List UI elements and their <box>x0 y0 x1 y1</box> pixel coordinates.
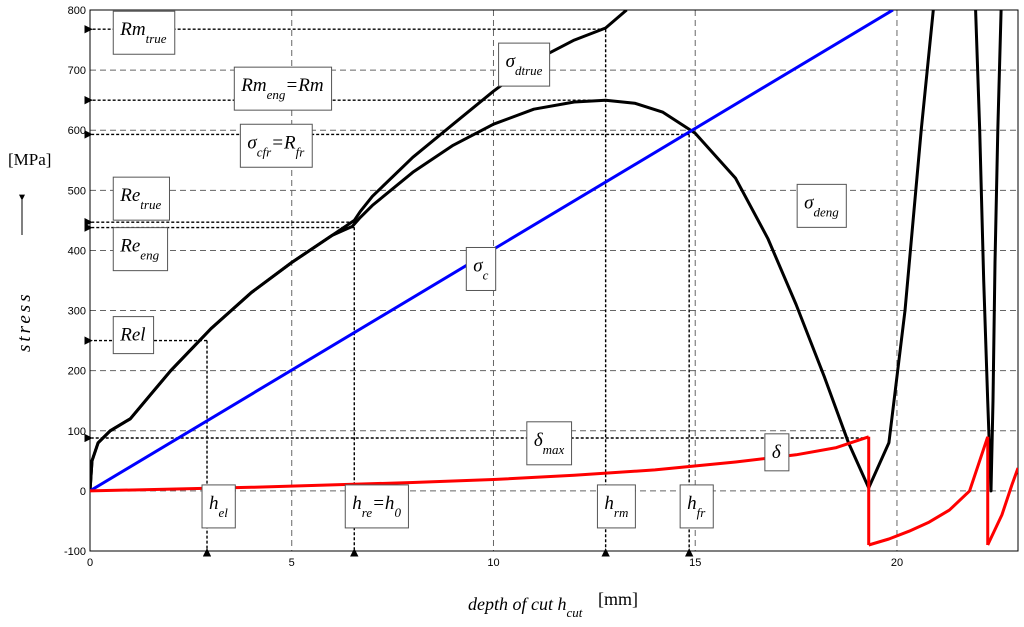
x-axis-title-sub: cut <box>566 605 582 620</box>
label-subscript: true <box>140 197 161 212</box>
label-sigma-c: σc <box>465 246 497 291</box>
label-subscript: deng <box>814 204 840 219</box>
label-base: Re <box>119 185 140 206</box>
label-sigma-deng: σdeng <box>796 183 847 228</box>
y-tick-label: 100 <box>68 426 86 438</box>
y-tick-label: -100 <box>64 546 86 558</box>
label-subscript: cfr <box>257 144 272 159</box>
label-subscript: true <box>146 31 167 46</box>
plot-frame <box>89 9 1019 552</box>
y-tick-label: 0 <box>80 486 86 498</box>
x-tick-label: 10 <box>487 557 499 569</box>
series-sigma-deng-2 <box>974 10 1003 493</box>
label-text: hel <box>209 493 228 520</box>
label-text: Rel <box>119 325 145 346</box>
x-tick-label: 0 <box>87 557 93 569</box>
label-base: Rm <box>240 75 266 96</box>
label-subscript-2: 0 <box>394 505 401 520</box>
label-text: hfr <box>687 493 706 520</box>
label-h-fr: hfr <box>679 484 714 529</box>
grid <box>90 10 1018 551</box>
label-text: δmax <box>534 430 565 457</box>
label-rm-true: Rmtrue <box>112 10 176 55</box>
label-subscript: fr <box>697 505 707 520</box>
label-subscript: dtrue <box>515 63 543 78</box>
label-base: δ <box>534 430 544 451</box>
label-base: σ <box>506 51 516 72</box>
y-tick-label: 700 <box>68 65 86 77</box>
y-axis-title: stress <box>14 291 35 352</box>
label-base: Rel <box>119 325 145 346</box>
y-tick-label: 200 <box>68 366 86 378</box>
label-base: h <box>209 493 219 514</box>
label-base: h <box>352 493 362 514</box>
x-tick-label: 5 <box>289 557 295 569</box>
series-delta <box>90 435 870 493</box>
x-unit-label: [mm] <box>598 589 638 609</box>
label-base: σ <box>247 132 257 153</box>
label-subscript: rm <box>614 505 628 520</box>
label-subscript: eng <box>140 248 159 263</box>
label-base: σ <box>473 255 483 276</box>
x-axis-title-main: depth of cut h <box>468 594 566 614</box>
label-base: δ <box>772 442 782 463</box>
label-subscript: re <box>362 505 373 520</box>
label-text: Rmtrue <box>119 19 166 46</box>
label-text: σc <box>473 255 488 282</box>
label-subscript: eng <box>267 87 286 102</box>
y-tick-label: 800 <box>68 5 86 17</box>
label-subscript: c <box>483 267 489 282</box>
label-base: σ <box>804 192 814 213</box>
label-tail: =R <box>271 132 296 153</box>
label-re-eng: Reeng <box>112 227 169 272</box>
label-text: hre=h0 <box>352 493 401 520</box>
y-unit-label: [MPa] <box>8 150 51 169</box>
label-text: δ <box>772 442 782 463</box>
x-axis-title: depth of cut hcut <box>468 594 583 620</box>
label-subscript: max <box>543 442 565 457</box>
label-tail: =Rm <box>285 75 323 96</box>
label-h-el: hel <box>201 484 236 529</box>
y-tick-label: 500 <box>68 185 86 197</box>
label-sigma-cfr: σcfr=Rfr <box>239 123 313 168</box>
label-base: h <box>604 493 614 514</box>
series-delta-2 <box>868 436 990 547</box>
label-text: Rmeng=Rm <box>240 75 323 102</box>
label-base: Re <box>119 236 140 257</box>
label-rm-eng: Rmeng=Rm <box>233 66 333 111</box>
label-delta: δ <box>764 433 790 472</box>
label-h-re: hre=h0 <box>344 484 409 529</box>
label-re-true: Retrue <box>112 176 170 221</box>
label-rel: Rel <box>112 316 155 355</box>
label-text: Retrue <box>119 185 161 212</box>
series-sigma-deng <box>90 10 935 491</box>
label-delta-max: δmax <box>526 421 573 466</box>
y-tick-label: 400 <box>68 245 86 257</box>
label-subscript-2: fr <box>296 144 306 159</box>
label-text: σdtrue <box>506 51 543 78</box>
label-text: hrm <box>604 493 628 520</box>
label-text: Reeng <box>119 236 159 263</box>
label-text: σcfr=Rfr <box>247 132 305 159</box>
label-sigma-dtrue: σdtrue <box>498 42 551 87</box>
x-tick-label: 20 <box>891 557 903 569</box>
label-base: Rm <box>119 19 145 40</box>
x-tick-label: 15 <box>689 557 701 569</box>
y-tick-label: 300 <box>68 306 86 318</box>
label-subscript: el <box>219 505 229 520</box>
y-tick-label: 600 <box>68 125 86 137</box>
annotations: RmtrueRmeng=Rmσcfr=RfrRetrueReengRelσdtr… <box>112 10 847 529</box>
label-base: h <box>687 493 697 514</box>
label-tail: =h <box>372 493 394 514</box>
label-text: σdeng <box>804 192 839 219</box>
series-delta-3 <box>986 467 1018 546</box>
label-h-rm: hrm <box>596 484 636 529</box>
